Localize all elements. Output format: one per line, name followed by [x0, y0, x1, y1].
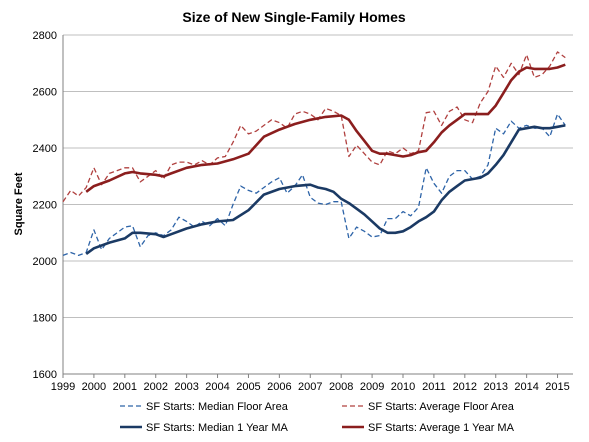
y-tick-labels: 1600 1800 2000 2200 2400 2600 2800 [33, 30, 57, 381]
x-tick-label: 2008 [329, 381, 353, 393]
x-tick-label: 2012 [453, 381, 477, 393]
x-tick-label: 2014 [514, 381, 538, 393]
series-line-3 [85, 63, 566, 193]
series-lines [62, 51, 566, 257]
y-tick-label: 2000 [33, 256, 57, 268]
chart-title: Size of New Single-Family Homes [182, 9, 405, 25]
x-tick-label: 2002 [143, 381, 167, 393]
legend-label: SF Starts: Median Floor Area [146, 401, 289, 413]
x-tick-label: 2007 [298, 381, 322, 393]
x-tick-labels: 1999 2000 2001 2002 2003 2004 2005 2006 2007 2008… [51, 381, 570, 393]
x-tick-label: 2001 [113, 381, 137, 393]
y-tick-label: 1800 [33, 313, 57, 325]
y-tick-label: 2600 [33, 87, 57, 99]
x-tick-label: 2006 [267, 381, 291, 393]
y-tick-label: 2200 [33, 200, 57, 212]
x-tick-label: 2011 [422, 381, 446, 393]
axes [62, 35, 573, 378]
x-tick-label: 2000 [82, 381, 106, 393]
gridlines [63, 34, 573, 318]
y-tick-label: 2800 [33, 30, 57, 42]
x-tick-label: 2010 [391, 381, 415, 393]
x-tick-label: 2013 [483, 381, 507, 393]
series-line-0 [62, 113, 566, 257]
legend-label: SF Starts: Average 1 Year MA [368, 422, 515, 434]
y-axis-label: Square Feet [13, 172, 25, 235]
x-tick-label: 2005 [236, 381, 260, 393]
legend-label: SF Starts: Median 1 Year MA [146, 422, 289, 434]
legend-label: SF Starts: Average Floor Area [368, 401, 515, 413]
x-tick-label: 2015 [545, 381, 569, 393]
x-tick-label: 1999 [51, 381, 75, 393]
x-tick-label: 2004 [205, 381, 229, 393]
legend: SF Starts: Median Floor Area SF Starts: A… [120, 401, 515, 434]
y-tick-label: 2400 [33, 143, 57, 155]
series-line-2 [85, 124, 566, 255]
series-line-1 [62, 51, 566, 203]
x-tick-label: 2003 [174, 381, 198, 393]
y-tick-label: 1600 [33, 369, 57, 381]
x-tick-label: 2009 [360, 381, 384, 393]
